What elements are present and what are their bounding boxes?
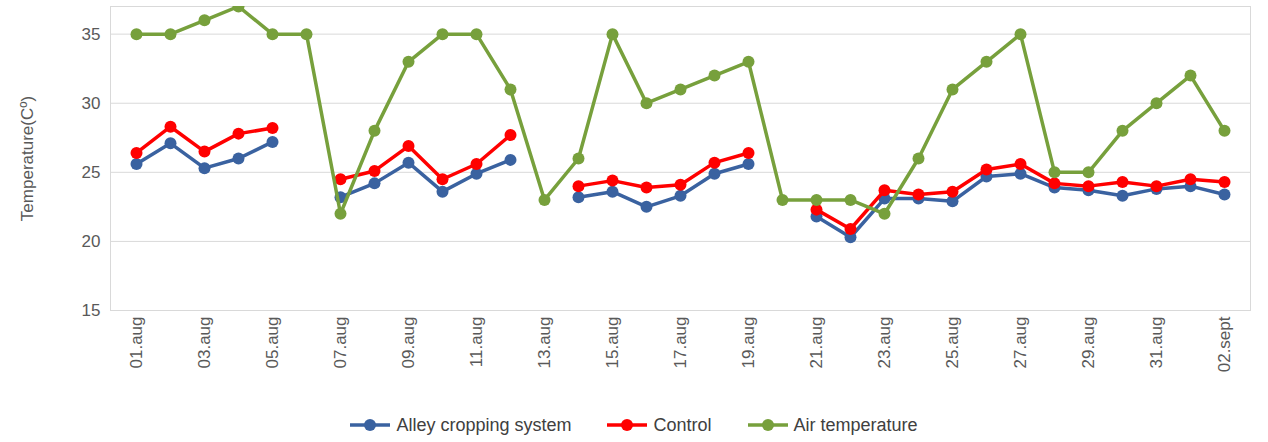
svg-text:19.aug: 19.aug — [739, 317, 758, 369]
html-text:Control: Control — [653, 414, 712, 435]
svg-text:01.aug: 01.aug — [127, 317, 146, 369]
svg-text:20: 20 — [82, 232, 101, 251]
svg-text:03.aug: 03.aug — [195, 317, 214, 369]
svg-text:15.aug: 15.aug — [603, 317, 622, 369]
svg-text:13.aug: 13.aug — [535, 317, 554, 369]
svg-text:21.aug: 21.aug — [807, 317, 826, 369]
svg-text:25: 25 — [82, 163, 101, 182]
svg-text:27.aug: 27.aug — [1011, 317, 1030, 369]
svg-text:15: 15 — [82, 301, 101, 320]
svg-text:07.aug: 07.aug — [331, 317, 350, 369]
svg-text:Temperature(Cº): Temperature(Cº) — [18, 96, 37, 221]
svg-text:25.aug: 25.aug — [943, 317, 962, 369]
svg-text:05.aug: 05.aug — [263, 317, 282, 369]
svg-text:35: 35 — [82, 25, 101, 44]
svg-text:23.aug: 23.aug — [875, 317, 894, 369]
svg-text:29.aug: 29.aug — [1079, 317, 1098, 369]
svg-text:11.aug: 11.aug — [467, 317, 486, 368]
svg-text:30: 30 — [82, 94, 101, 113]
svg-text:31.aug: 31.aug — [1147, 317, 1166, 369]
svg-text:17.aug: 17.aug — [671, 317, 690, 369]
svg-text:09.aug: 09.aug — [399, 317, 418, 369]
html-text:Alley cropping system: Alley cropping system — [396, 414, 572, 435]
svg-text:02.sept: 02.sept — [1215, 316, 1234, 372]
html-text:Air temperature: Air temperature — [793, 414, 918, 435]
